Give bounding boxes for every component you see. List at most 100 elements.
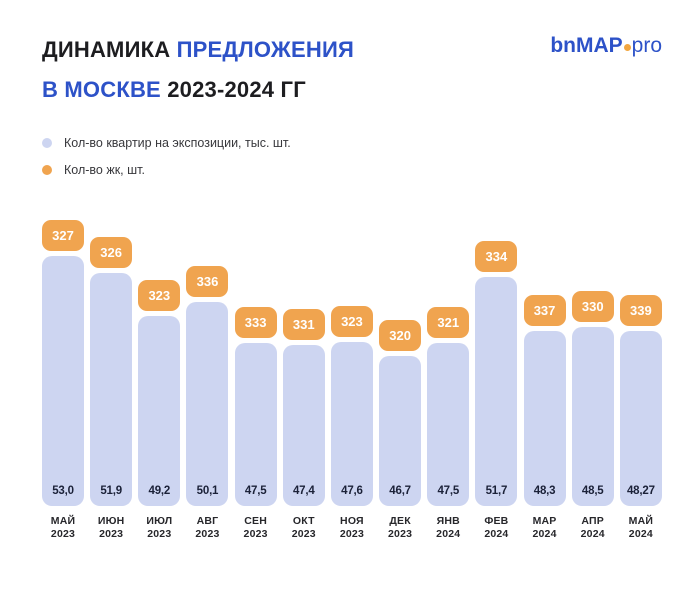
month-label-line2: 2023 [99, 528, 124, 540]
apartments-bar: 47,5 [427, 343, 470, 506]
chart: 327 53,0 МАЙ 2023 326 51,9 ИЮН 2023 323 … [42, 215, 662, 542]
month-label: АПР 2024 [581, 515, 605, 542]
jk-count-badge: 330 [571, 291, 614, 322]
chart-column: 333 47,5 СЕН 2023 [234, 307, 277, 542]
jk-count-badge: 320 [379, 320, 422, 351]
jk-count-badge: 327 [42, 220, 84, 251]
month-label-line2: 2024 [436, 528, 461, 540]
month-label: ЯНВ 2024 [436, 515, 460, 542]
chart-column: 337 48,3 МАР 2024 [523, 295, 566, 542]
month-label-line2: 2023 [147, 528, 172, 540]
month-label: МАЙ 2024 [629, 515, 653, 542]
chart-column: 331 47,4 ОКТ 2023 [282, 309, 325, 542]
chart-column: 327 53,0 МАЙ 2023 [42, 220, 84, 542]
month-label-line1: ДЕК [389, 515, 411, 527]
legend-dot-icon [42, 165, 52, 175]
logo-text-bn: bn [550, 34, 576, 57]
month-label-line1: МАЙ [50, 515, 76, 527]
apartments-bar: 51,7 [475, 277, 518, 506]
month-label-line1: ОКТ [292, 515, 315, 527]
apartments-bar: 46,7 [379, 356, 422, 506]
bar-value-label: 48,27 [626, 485, 655, 497]
bar-value-label: 51,7 [485, 485, 508, 497]
month-label: ДЕК 2023 [388, 515, 412, 542]
month-label-line1: ИЮН [97, 515, 125, 527]
jk-count-badge: 331 [282, 309, 325, 340]
month-label: ИЮЛ 2023 [146, 515, 172, 542]
bar-value-label: 48,5 [581, 485, 604, 497]
chart-column: 330 48,5 АПР 2024 [571, 291, 614, 542]
apartments-bar: 48,5 [571, 327, 614, 506]
jk-count-badge: 333 [234, 307, 277, 338]
month-label: МАЙ 2023 [51, 515, 75, 542]
chart-column: 326 51,9 ИЮН 2023 [90, 237, 133, 542]
chart-column: 320 46,7 ДЕК 2023 [379, 320, 422, 542]
bnmap-logo: bnMAP pro [550, 34, 662, 58]
month-label-line2: 2023 [195, 528, 220, 540]
month-label: ФЕВ 2024 [484, 515, 508, 542]
legend-item: Кол-во жк, шт. [42, 163, 662, 177]
month-label-line1: АПР [581, 515, 605, 527]
title-line2-dark: 2023-2024 ГГ [167, 77, 306, 102]
month-label: МАР 2024 [532, 515, 556, 542]
chart-column: 321 47,5 ЯНВ 2024 [427, 307, 470, 542]
apartments-bar: 50,1 [186, 302, 229, 506]
bar-value-label: 46,7 [389, 485, 411, 497]
legend-label: Кол-во жк, шт. [64, 163, 145, 177]
apartments-bar: 48,3 [523, 331, 566, 506]
chart-column: 323 47,6 НОЯ 2023 [330, 306, 373, 542]
chart-column: 334 51,7 ФЕВ 2024 [475, 241, 518, 542]
month-label-line1: СЕН [244, 515, 267, 527]
chart-column: 336 50,1 АВГ 2023 [186, 266, 229, 542]
month-label-line2: 2023 [339, 528, 365, 540]
jk-count-badge: 323 [138, 280, 181, 311]
jk-count-badge: 326 [90, 237, 133, 268]
apartments-bar: 47,6 [330, 342, 373, 506]
title-line1-blue: ПРЕДЛОЖЕНИЯ [176, 37, 355, 62]
title-line1-dark: ДИНАМИКА [42, 37, 171, 62]
legend: Кол-во квартир на экспозиции, тыс. шт. К… [42, 136, 662, 177]
month-label-line1: ЯНВ [436, 515, 460, 527]
month-label-line1: АВГ [196, 515, 219, 527]
bar-value-label: 48,3 [533, 485, 556, 497]
month-label: ОКТ 2023 [292, 515, 316, 542]
month-label: НОЯ 2023 [340, 515, 364, 542]
title-line2-blue: В МОСКВЕ [42, 77, 161, 102]
logo-text-map: MAP [575, 34, 623, 57]
month-label-line2: 2024 [532, 528, 557, 540]
month-label-line2: 2023 [291, 528, 316, 540]
bar-value-label: 47,6 [341, 485, 363, 497]
bar-value-label: 51,9 [100, 485, 122, 497]
month-label-line2: 2024 [484, 528, 509, 540]
legend-label: Кол-во квартир на экспозиции, тыс. шт. [64, 136, 291, 150]
bar-value-label: 47,4 [292, 485, 315, 497]
bar-value-label: 47,5 [244, 485, 267, 497]
logo-text-pro: pro [631, 34, 662, 57]
month-label: СЕН 2023 [244, 515, 268, 542]
apartments-bar: 51,9 [90, 273, 133, 506]
month-label: ИЮН 2023 [98, 515, 125, 542]
logo-dot-icon [623, 44, 631, 51]
bar-value-label: 50,1 [196, 485, 219, 497]
apartments-bar: 47,5 [234, 343, 277, 506]
bar-value-label: 47,5 [437, 485, 460, 497]
month-label-line1: МАР [532, 515, 557, 527]
month-label-line2: 2024 [628, 528, 653, 540]
apartments-bar: 49,2 [138, 316, 181, 506]
jk-count-badge: 336 [186, 266, 229, 297]
chart-column: 323 49,2 ИЮЛ 2023 [138, 280, 181, 542]
bar-value-label: 53,0 [52, 485, 74, 497]
month-label-line2: 2024 [580, 528, 605, 540]
apartments-bar: 53,0 [42, 256, 84, 506]
apartments-bar: 47,4 [282, 345, 325, 506]
month-label-line2: 2023 [388, 528, 413, 540]
header: ДИНАМИКА ПРЕДЛОЖЕНИЯ В МОСКВЕ 2023-2024 … [42, 30, 662, 110]
legend-dot-icon [42, 138, 52, 148]
month-label-line1: МАЙ [628, 515, 654, 527]
month-label-line2: 2023 [50, 528, 76, 540]
bar-value-label: 49,2 [148, 485, 171, 497]
month-label-line1: ИЮЛ [146, 515, 173, 527]
chart-columns: 327 53,0 МАЙ 2023 326 51,9 ИЮН 2023 323 … [42, 215, 662, 542]
month-label: АВГ 2023 [195, 515, 219, 542]
month-label-line1: ФЕВ [484, 515, 509, 527]
